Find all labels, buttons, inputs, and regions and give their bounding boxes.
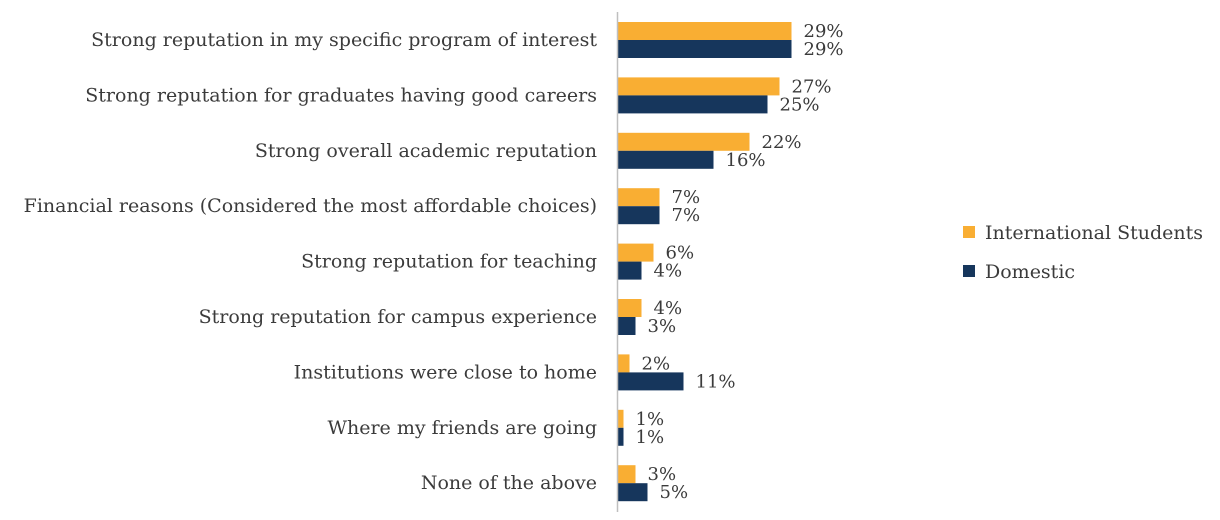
domestic-bar	[617, 40, 792, 58]
international-bar	[617, 77, 780, 96]
category-label: Strong overall academic reputation	[255, 140, 597, 162]
category-label: Where my friends are going	[327, 417, 597, 439]
international-value-label: 2%	[642, 353, 671, 374]
category-label: Strong reputation for teaching	[301, 251, 597, 273]
international-bar	[617, 465, 636, 484]
international-value-label: 29%	[804, 21, 844, 42]
international-bar	[617, 409, 624, 428]
category-label: Strong reputation in my specific program…	[91, 29, 597, 51]
domestic-bar	[617, 206, 660, 225]
international-value-label: 27%	[792, 76, 832, 97]
domestic-bar	[617, 317, 636, 335]
domestic-value-label: 5%	[660, 482, 689, 503]
international-value-label: 1%	[636, 409, 665, 430]
category-label: None of the above	[421, 472, 597, 494]
international-value-label: 3%	[648, 464, 677, 485]
domestic-value-label: 7%	[672, 205, 701, 226]
legend-label-domestic: Domestic	[985, 261, 1075, 283]
domestic-value-label: 16%	[726, 150, 766, 171]
international-bar	[617, 243, 654, 262]
bars	[617, 22, 792, 502]
category-label: Strong reputation for campus experience	[199, 306, 597, 328]
international-bar	[617, 299, 642, 317]
international-value-label: 6%	[666, 243, 695, 264]
domestic-value-label: 11%	[696, 371, 736, 392]
category-label: Financial reasons (Considered the most a…	[24, 195, 597, 217]
domestic-bar	[617, 95, 768, 114]
domestic-bar	[617, 150, 714, 169]
category-labels: Strong reputation in my specific program…	[24, 29, 598, 494]
international-bar	[617, 188, 660, 207]
international-value-label: 7%	[672, 187, 701, 208]
domestic-bar	[617, 261, 642, 280]
international-bar	[617, 354, 630, 373]
domestic-value-label: 25%	[780, 94, 820, 115]
domestic-value-label: 29%	[804, 39, 844, 60]
domestic-value-label: 4%	[654, 261, 683, 282]
legend: International Students Domestic	[963, 222, 1203, 283]
domestic-bar	[617, 483, 648, 502]
international-value-label: 4%	[654, 298, 683, 319]
legend-swatch-international	[963, 226, 975, 238]
international-bar	[617, 132, 750, 151]
legend-label-international: International Students	[985, 222, 1203, 244]
international-value-label: 22%	[762, 132, 802, 153]
domestic-bar	[617, 427, 624, 446]
international-bar	[617, 22, 792, 40]
domestic-value-label: 3%	[648, 316, 677, 337]
category-label: Strong reputation for graduates having g…	[85, 84, 597, 106]
legend-swatch-domestic	[963, 265, 975, 277]
domestic-bar	[617, 372, 684, 391]
domestic-value-label: 1%	[636, 427, 665, 448]
category-label: Institutions were close to home	[294, 361, 597, 383]
value-labels: 29%29%27%25%22%16%7%7%6%4%4%3%2%11%1%1%3…	[636, 21, 844, 503]
